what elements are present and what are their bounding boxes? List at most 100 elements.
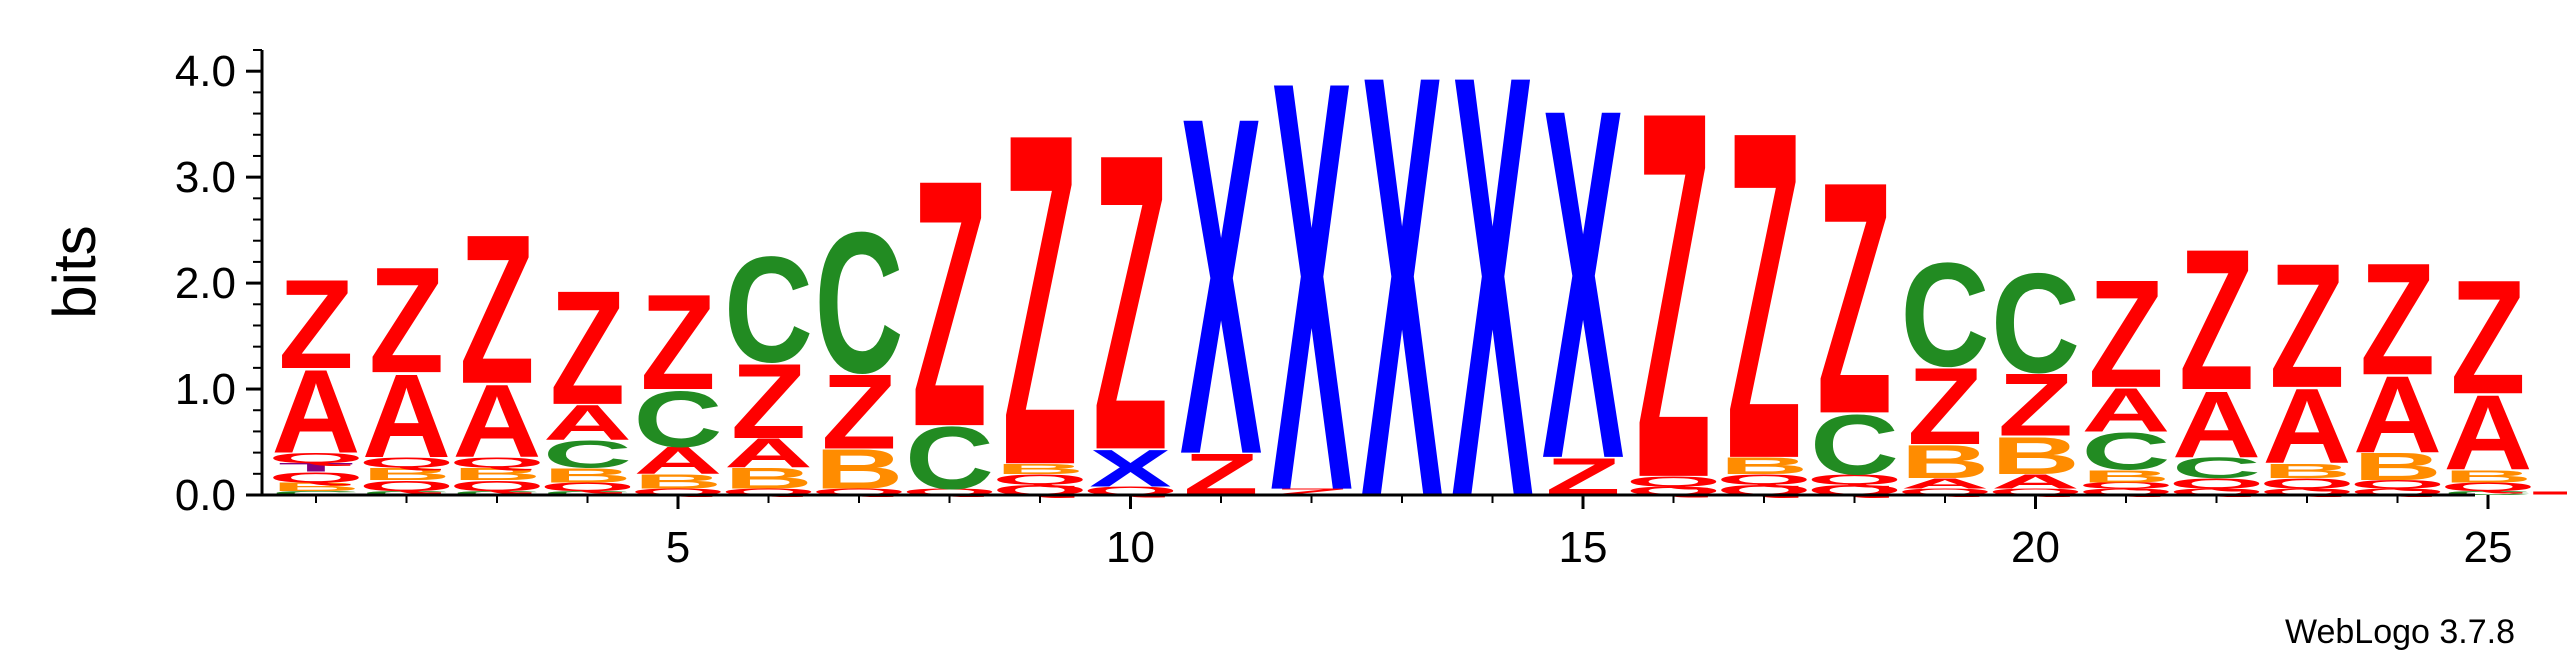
logo-letter: Z bbox=[2269, 228, 2344, 426]
logo-letter: Q bbox=[359, 454, 455, 471]
logo-letter: B bbox=[996, 460, 1085, 477]
logo-letter: X bbox=[1451, 0, 1534, 624]
logo-letter: C bbox=[1991, 245, 2080, 403]
y-tick-label: 2.0 bbox=[175, 259, 236, 308]
logo-letter: Q bbox=[1626, 473, 1722, 490]
logo-letter: Q bbox=[1988, 487, 2084, 497]
logo-letter: B bbox=[1991, 426, 2080, 486]
logo-letter: Z bbox=[640, 265, 715, 418]
x-tick-label: 20 bbox=[2011, 523, 2060, 572]
logo-letter: A bbox=[543, 394, 632, 450]
logo-letter: C bbox=[453, 490, 542, 497]
logo-column: QQZ bbox=[1626, 2, 1722, 587]
logo-letter: B bbox=[453, 464, 542, 484]
logo-letter: B bbox=[1720, 452, 1809, 478]
logo-letter: B bbox=[1901, 435, 1990, 488]
logo-letter: Q bbox=[721, 487, 817, 497]
logo-letter: A bbox=[724, 430, 813, 476]
logo-column: QXZ bbox=[1083, 67, 1179, 540]
logo-letter: Z bbox=[369, 236, 444, 405]
y-axis-title: bits bbox=[41, 225, 108, 318]
logo-letter: Q bbox=[2078, 481, 2174, 491]
logo-letter: C bbox=[724, 226, 813, 395]
logo-column: ZX bbox=[1542, 5, 1625, 564]
logo-letter: Q bbox=[2259, 475, 2355, 492]
y-tick-label: 1.0 bbox=[175, 365, 236, 414]
y-tick-label: 3.0 bbox=[175, 153, 236, 202]
logo-letter: C bbox=[2444, 490, 2533, 497]
logo-letter: B bbox=[362, 464, 451, 484]
logo-letter: B bbox=[2444, 466, 2533, 486]
logo-letter: Z bbox=[1002, 36, 1077, 564]
logo-letter: Z bbox=[2450, 246, 2525, 429]
logo-letter: Q bbox=[268, 450, 364, 467]
logo-letter: Z bbox=[1093, 67, 1168, 540]
logo-letter: A bbox=[2263, 368, 2352, 486]
logo-letter: A bbox=[634, 439, 723, 482]
logo-letter: B bbox=[272, 480, 361, 493]
logo-letter: A bbox=[2172, 372, 2261, 477]
logo-letter: C bbox=[543, 433, 632, 476]
credit-label: WebLogo 3.7.8 bbox=[2285, 613, 2515, 651]
logo-column: ZX bbox=[1180, 16, 1263, 556]
logo-letter: X bbox=[1180, 16, 1263, 556]
y-tick-label: 4.0 bbox=[175, 47, 236, 96]
logo-letter: Z bbox=[1907, 345, 1982, 468]
logo-letter: B bbox=[2353, 446, 2442, 489]
logo-column: QCZ bbox=[902, 106, 998, 508]
logo-letter: B bbox=[2263, 459, 2352, 482]
logo-letter: Q bbox=[2169, 487, 2265, 497]
logo-letter: C bbox=[815, 191, 904, 415]
logo-letter: Z bbox=[278, 253, 353, 395]
logo-letter: Q bbox=[992, 471, 1088, 488]
logo-letter: Q bbox=[449, 477, 545, 494]
logo-letter: Q bbox=[630, 487, 726, 497]
logo-letter: Z bbox=[1998, 355, 2073, 454]
logo-letter: A bbox=[362, 350, 451, 482]
logo-letter: Z bbox=[550, 256, 625, 439]
logo-letter: Z bbox=[2179, 208, 2254, 432]
logo-letter: Q bbox=[2440, 480, 2536, 493]
logo-letter: C bbox=[362, 490, 451, 497]
logo-letter: Z bbox=[2360, 231, 2435, 409]
logo-letter: Q bbox=[2259, 487, 2355, 497]
logo-letter: C bbox=[1810, 397, 1899, 492]
logo-letter: B bbox=[2082, 466, 2171, 486]
logo-letter: Q bbox=[540, 480, 636, 493]
logo-letter: C bbox=[634, 375, 723, 464]
logo-letter: Z bbox=[459, 189, 534, 428]
x-tick-label: 10 bbox=[1106, 523, 1155, 572]
logo-letter: C bbox=[543, 490, 632, 497]
logo-letter: Z bbox=[912, 106, 987, 500]
logo-column: ZX bbox=[1270, 0, 1353, 613]
y-tick-label: 0.0 bbox=[175, 471, 236, 520]
logo-letter: X bbox=[1270, 0, 1353, 613]
logo-letter: Q bbox=[2169, 475, 2265, 492]
logo-letter: Z bbox=[1636, 2, 1711, 587]
logo-column: X bbox=[1361, 0, 1444, 624]
logo-letter: A bbox=[2353, 353, 2442, 476]
logo-letter: Q bbox=[268, 469, 364, 486]
x-ticks: 5 10 15 20 25 bbox=[315, 495, 2512, 572]
logo-letter: Z bbox=[2088, 248, 2163, 420]
logo-letter: Q bbox=[2078, 487, 2174, 497]
logo-letter: A bbox=[1901, 475, 1990, 492]
logo-letter: C bbox=[905, 408, 994, 507]
logo-letter: Z bbox=[1274, 487, 1349, 497]
logo-letter: C bbox=[2172, 451, 2261, 484]
logo-letter: B bbox=[634, 470, 723, 493]
logo-letter: C bbox=[1901, 232, 1990, 397]
